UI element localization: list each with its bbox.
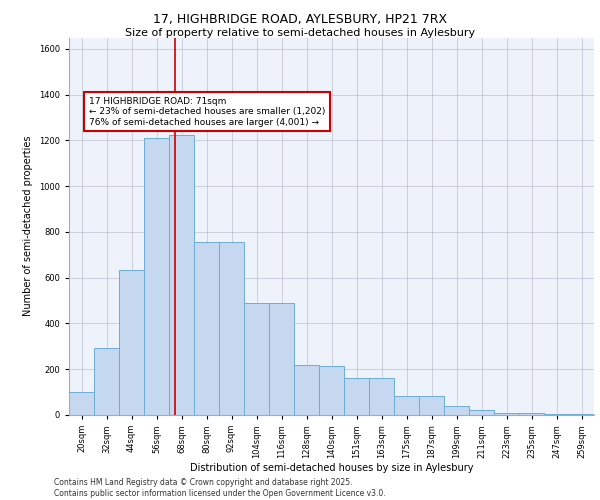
Bar	[194, 242, 219, 415]
Bar	[319, 366, 344, 415]
Bar	[169, 134, 194, 415]
Bar	[569, 414, 594, 415]
Text: 17, HIGHBRIDGE ROAD, AYLESBURY, HP21 7RX: 17, HIGHBRIDGE ROAD, AYLESBURY, HP21 7RX	[153, 12, 447, 26]
Bar	[69, 392, 94, 415]
Bar	[419, 396, 444, 415]
Y-axis label: Number of semi-detached properties: Number of semi-detached properties	[23, 136, 33, 316]
Bar	[344, 378, 369, 415]
Bar	[494, 413, 519, 415]
X-axis label: Distribution of semi-detached houses by size in Aylesbury: Distribution of semi-detached houses by …	[190, 464, 473, 473]
Bar	[144, 138, 169, 415]
Bar	[394, 396, 419, 415]
Bar	[94, 348, 119, 415]
Text: 17 HIGHBRIDGE ROAD: 71sqm
← 23% of semi-detached houses are smaller (1,202)
76% : 17 HIGHBRIDGE ROAD: 71sqm ← 23% of semi-…	[89, 97, 325, 127]
Text: Size of property relative to semi-detached houses in Aylesbury: Size of property relative to semi-detach…	[125, 28, 475, 38]
Bar	[544, 414, 569, 415]
Text: Contains HM Land Registry data © Crown copyright and database right 2025.
Contai: Contains HM Land Registry data © Crown c…	[54, 478, 386, 498]
Bar	[369, 378, 394, 415]
Bar	[219, 242, 244, 415]
Bar	[469, 410, 494, 415]
Bar	[244, 303, 269, 415]
Bar	[294, 364, 319, 415]
Bar	[519, 413, 544, 415]
Bar	[269, 303, 294, 415]
Bar	[444, 406, 469, 415]
Bar	[119, 270, 144, 415]
